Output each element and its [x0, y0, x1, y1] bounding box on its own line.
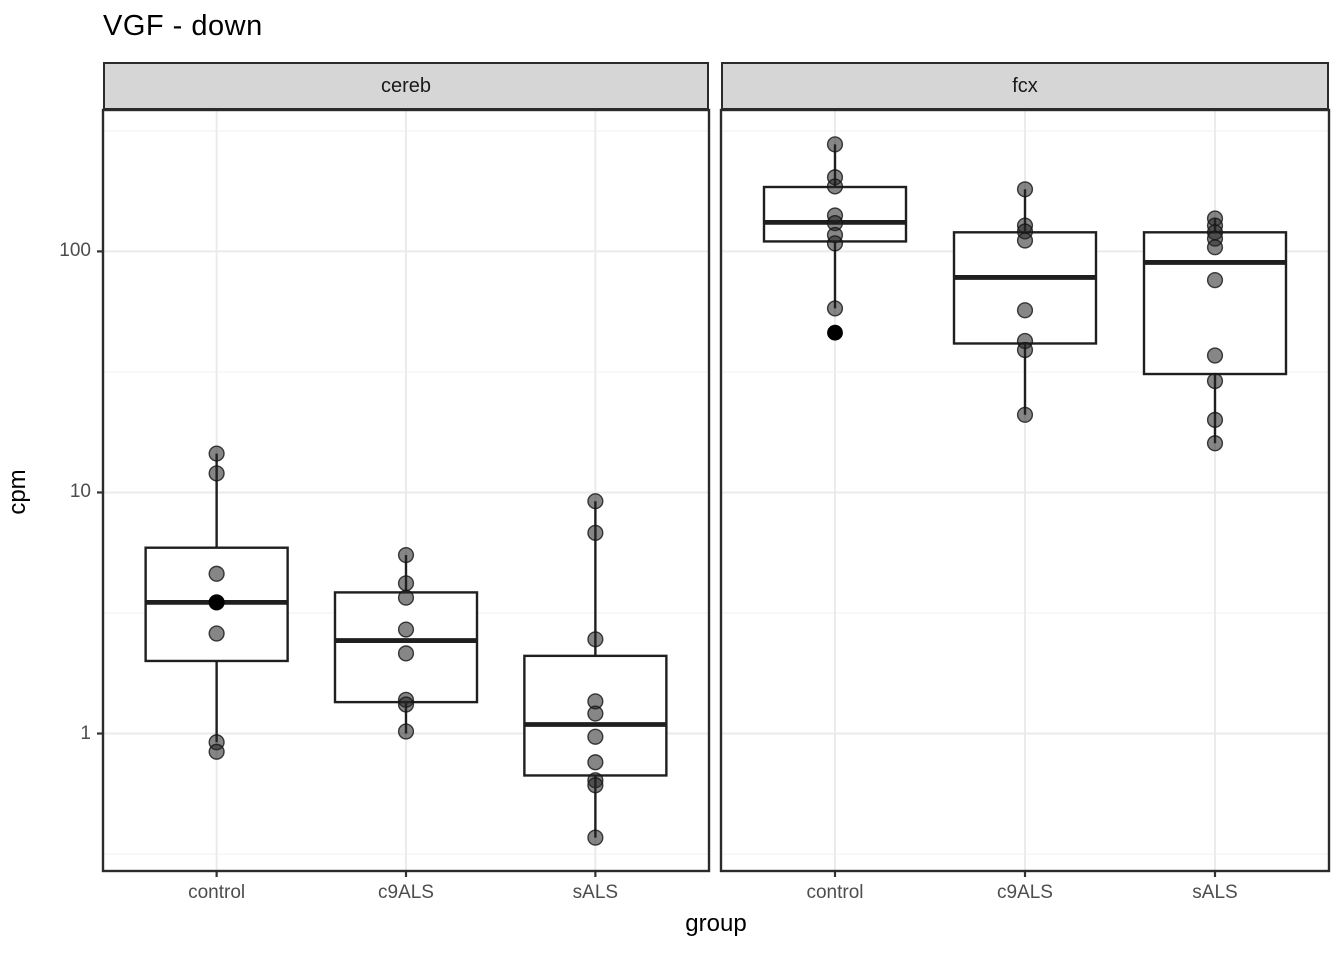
- data-point-fcx-c9ALS: [1016, 232, 1034, 249]
- panel-border-fcx: [719, 108, 1331, 873]
- data-point-cereb-control: [208, 625, 225, 642]
- data-point-fcx-control: [826, 300, 844, 317]
- data-point-fcx-sALS: [1206, 347, 1224, 364]
- data-point-cereb-sALS: [587, 777, 604, 794]
- data-point-fcx-c9ALS: [1016, 406, 1034, 423]
- panel-border-cereb: [101, 108, 711, 873]
- data-point-cereb-sALS: [587, 829, 604, 846]
- facet-strip-cereb-label: cereb: [380, 74, 432, 97]
- data-point-fcx-c9ALS: [1016, 302, 1034, 319]
- x-tick-label-c9ALS: c9ALS: [997, 882, 1053, 903]
- data-point-fcx-c9ALS: [1016, 341, 1034, 359]
- chart-title: VGF - down: [103, 10, 263, 42]
- data-point-cereb-c9ALS: [397, 621, 415, 638]
- y-tick-label: 10: [69, 481, 91, 503]
- data-point-cereb-control: [208, 743, 225, 760]
- data-point-cereb-sALS: [587, 705, 604, 722]
- data-point-cereb-c9ALS: [397, 645, 415, 662]
- y-axis-title: cpm: [4, 469, 31, 515]
- y-tick-label: 1: [80, 722, 91, 744]
- data-point-fcx-sALS: [1206, 411, 1224, 429]
- facet-strip-fcx-label: fcx: [1012, 74, 1038, 97]
- data-point-fcx-sALS: [1206, 372, 1224, 390]
- x-axis-title: group: [685, 910, 747, 937]
- data-point-fcx-sALS: [1206, 435, 1224, 452]
- data-point-cereb-c9ALS: [397, 575, 415, 592]
- x-tick-label-control: control: [188, 882, 246, 903]
- data-point-cereb-sALS: [587, 524, 604, 541]
- data-point-cereb-c9ALS: [397, 696, 415, 713]
- y-tick-label: 100: [59, 240, 91, 262]
- data-point-cereb-sALS: [587, 493, 604, 510]
- data-point-cereb-c9ALS: [397, 723, 415, 740]
- data-point-cereb-control: [208, 445, 225, 462]
- data-point-fcx-control: [826, 178, 844, 195]
- outlier-point-fcx-control: [827, 324, 843, 341]
- data-point-fcx-control: [826, 235, 844, 252]
- data-point-fcx-c9ALS: [1016, 181, 1034, 198]
- x-tick-label-sALS: sALS: [1192, 882, 1238, 903]
- data-point-cereb-control: [208, 465, 225, 482]
- data-point-cereb-c9ALS: [397, 589, 415, 606]
- data-point-cereb-c9ALS: [397, 546, 415, 564]
- data-point-fcx-sALS: [1206, 272, 1224, 289]
- data-point-fcx-control: [826, 136, 844, 153]
- data-point-cereb-sALS: [587, 754, 604, 771]
- facet-strip-cereb: cereb: [103, 62, 709, 110]
- data-point-cereb-sALS: [587, 631, 604, 648]
- data-point-cereb-control: [208, 565, 225, 582]
- outlier-point-cereb-control: [208, 594, 225, 611]
- x-tick-label-c9ALS: c9ALS: [378, 882, 434, 903]
- box-fcx-c9ALS: [952, 231, 1098, 345]
- data-point-cereb-sALS: [587, 728, 604, 745]
- data-point-fcx-sALS: [1206, 239, 1224, 256]
- x-tick-label-control: control: [806, 882, 864, 903]
- x-tick-label-sALS: sALS: [572, 882, 619, 903]
